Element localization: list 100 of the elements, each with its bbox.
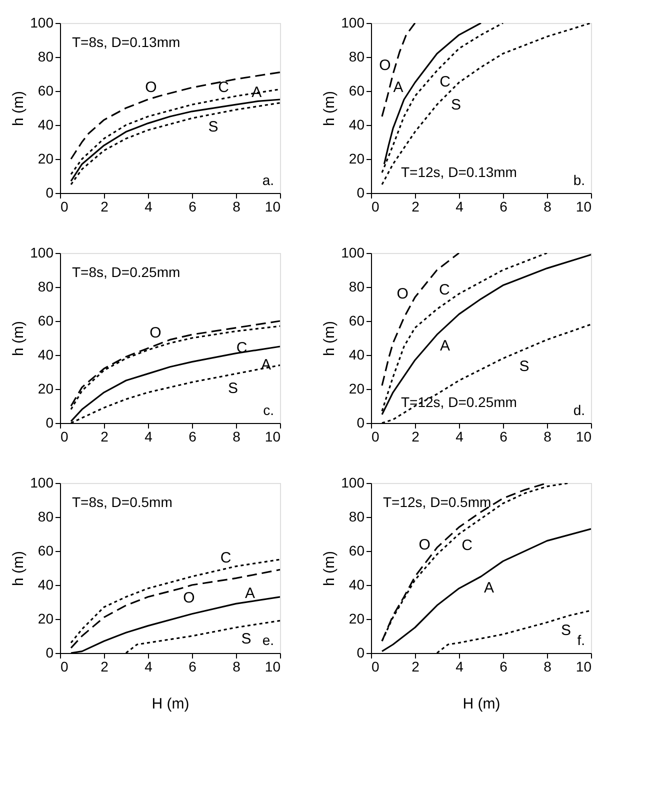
x-tick-label: 0 [60,658,68,674]
x-tick-label: 0 [60,428,68,444]
annotation: c. [263,402,274,418]
y-tick-label: 80 [348,48,365,64]
x-tick-label: 8 [544,428,552,444]
y-tick-label: 40 [38,576,54,592]
x-tick-label: 4 [144,428,153,444]
y-axis-title: h (m) [10,321,28,356]
x-tick-label: 6 [500,428,508,444]
x-tick-label: 4 [456,428,464,444]
annotation: e. [262,632,274,648]
y-axis-title: h (m) [321,551,338,586]
annotation: A [440,338,450,355]
y-tick-label: 60 [38,312,54,328]
x-tick-label: 10 [264,198,281,214]
annotation: C [218,79,230,96]
x-tick-label: 8 [544,658,552,674]
annotation: C [462,537,473,554]
y-tick-label: 100 [30,14,54,30]
y-tick-label: 20 [348,150,365,166]
y-axis-title: h (m) [10,551,28,586]
y-tick-label: 60 [348,82,365,98]
y-tick-label: 100 [341,474,365,490]
annotation: T=8s, D=0.13mm [72,34,180,50]
annotation: T=12s, D=0.13mm [401,164,517,180]
annotation: a. [262,172,274,188]
y-tick-label: 100 [341,14,365,30]
x-tick-label: 10 [264,658,281,674]
annotation: A [393,79,404,96]
annotation: S [241,630,252,648]
x-tick-label: 6 [188,658,197,674]
annotation: S [228,380,238,398]
annotation: O [418,536,430,554]
annotation: C [440,74,451,91]
y-tick-label: 60 [348,542,365,558]
x-tick-label: 2 [412,658,420,674]
y-tick-label: 20 [348,610,365,626]
y-tick-label: 40 [348,116,365,132]
x-axis-title: H (m) [462,696,500,712]
y-tick-label: 100 [30,474,54,490]
y-tick-label: 80 [348,278,365,294]
y-tick-label: 80 [38,278,54,294]
annotation: O [379,57,391,74]
y-tick-label: 80 [38,48,54,64]
x-tick-label: 8 [544,198,552,214]
y-tick-label: 40 [348,346,365,362]
x-tick-label: 6 [500,658,508,674]
annotation: f. [577,632,585,648]
x-tick-label: 10 [264,428,281,444]
x-tick-label: 2 [412,428,420,444]
annotation: T=8s, D=0.25mm [72,264,180,280]
y-tick-label: 20 [38,610,54,626]
x-tick-label: 2 [100,198,109,214]
annotation: O [396,285,408,302]
y-tick-label: 100 [341,244,365,260]
x-tick-label: 0 [372,198,380,214]
annotation: A [484,580,494,596]
y-tick-label: 100 [30,244,54,260]
x-tick-label: 4 [456,658,464,674]
annotation: A [244,585,256,602]
y-tick-label: 60 [38,542,54,558]
annotation: d. [573,402,585,418]
x-tick-label: 2 [100,658,109,674]
y-tick-label: 20 [38,150,54,166]
y-tick-label: 40 [348,576,365,592]
x-tick-label: 10 [576,428,592,444]
x-tick-label: 2 [412,198,420,214]
y-tick-label: 40 [38,346,54,362]
y-tick-label: 80 [348,508,365,524]
y-tick-label: 0 [46,644,54,660]
x-tick-label: 10 [576,658,592,674]
y-axis-title: h (m) [321,321,338,356]
x-axis-title: H (m) [152,696,190,712]
annotation: S [519,358,530,375]
x-tick-label: 2 [100,428,109,444]
y-tick-label: 40 [38,116,54,132]
x-tick-label: 0 [60,198,68,214]
y-tick-label: 60 [348,312,365,328]
annotation: C [438,281,450,298]
annotation: O [150,324,162,342]
annotation: T=8s, D=0.5mm [72,494,172,510]
x-tick-label: 8 [232,658,241,674]
x-tick-label: 6 [188,198,197,214]
annotation: T=12s, D=0.5mm [383,494,492,510]
y-tick-label: 20 [38,380,54,396]
annotation: S [208,118,218,136]
annotation: O [183,590,195,607]
x-tick-label: 4 [144,658,153,674]
x-tick-label: 4 [144,198,153,214]
y-tick-label: 0 [356,184,365,200]
x-tick-label: 8 [232,428,241,444]
annotation: C [220,549,232,566]
x-tick-label: 0 [372,428,380,444]
y-tick-label: 0 [46,414,54,430]
y-tick-label: 0 [46,184,54,200]
y-tick-label: 80 [38,508,54,524]
x-tick-label: 0 [372,658,380,674]
annotation: S [450,96,462,114]
x-tick-label: 6 [500,198,508,214]
y-axis-title: h (m) [10,91,28,126]
